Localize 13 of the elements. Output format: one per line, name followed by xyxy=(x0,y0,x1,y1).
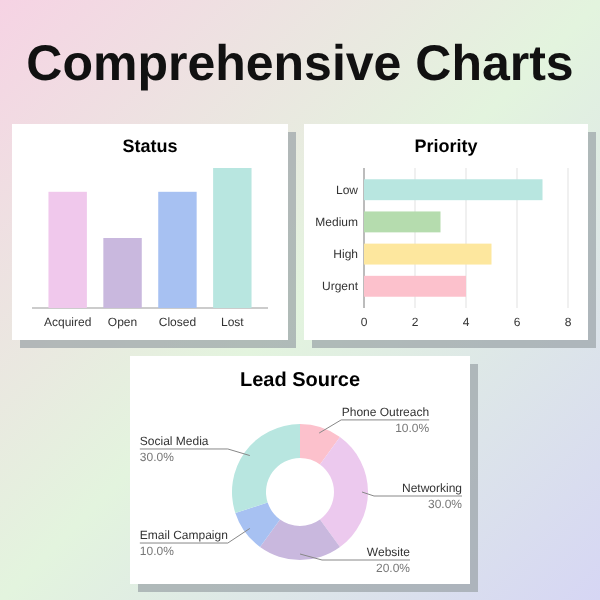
bar xyxy=(364,275,466,297)
text: Comprehensive Charts xyxy=(26,36,574,92)
donut-slice xyxy=(319,436,368,548)
bar xyxy=(364,243,492,265)
chart-title: Priority xyxy=(414,136,478,156)
chart-title: Status xyxy=(122,136,178,156)
donut-slice xyxy=(260,519,340,560)
donut-slice xyxy=(300,424,340,465)
bar xyxy=(364,179,543,201)
donut-slice xyxy=(232,424,300,514)
donut-slice xyxy=(235,502,281,548)
bar xyxy=(364,211,441,233)
chart-title: Lead Source xyxy=(239,370,361,392)
